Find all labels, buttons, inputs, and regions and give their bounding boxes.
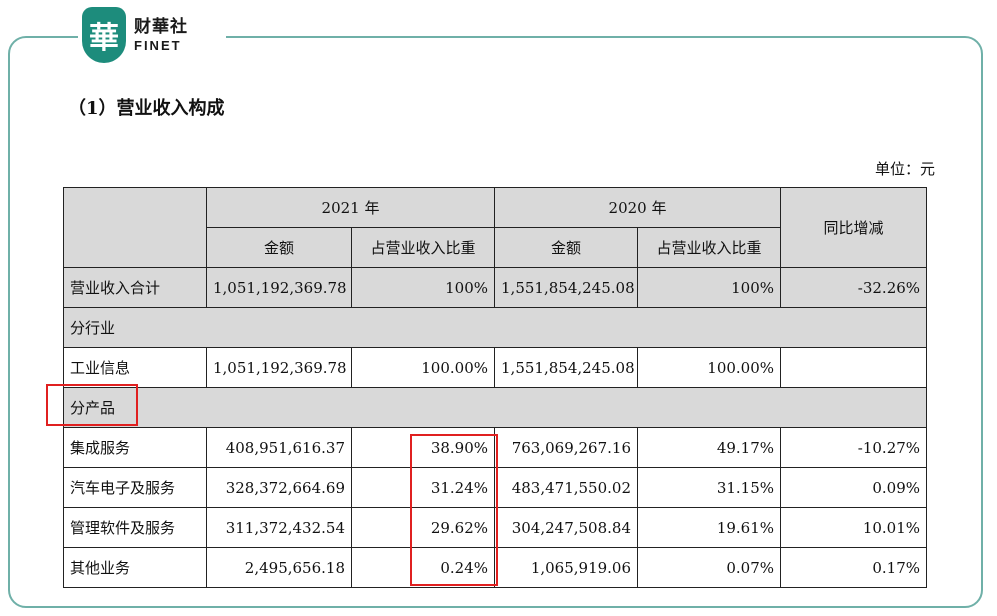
header-amount-2021: 金额 [206, 227, 352, 268]
yoy-change: 0.09% [780, 467, 928, 508]
yoy-change: 10.01% [780, 507, 928, 548]
row-label: 管理软件及服务 [63, 507, 207, 548]
yoy-change: 0.17% [780, 547, 928, 588]
amount-2021: 1,051,192,369.78 [206, 347, 352, 388]
industry-section-label: 分行业 [62, 307, 928, 348]
amount-2020: 1,065,919.06 [494, 547, 639, 588]
share-2021: 100.00% [350, 347, 496, 388]
row-label: 其他业务 [63, 547, 207, 588]
highlight-box-product-label [46, 384, 138, 426]
header-share-2020: 占营业收入比重 [637, 227, 782, 268]
table-row-total: 营业收入合计 1,051,192,369.78 100% 1,551,854,2… [63, 267, 928, 308]
brand-logo: 華 财華社 FINET [78, 4, 226, 66]
header-row-years: 2021 年 2020 年 同比增减 [63, 187, 928, 268]
logo-badge-icon: 華 [82, 7, 126, 63]
revenue-table: 2021 年 2020 年 同比增减 金额 占营业收入比重 金额 占营业收入比重… [62, 187, 928, 588]
row-label: 集成服务 [63, 427, 207, 468]
unit-label: 单位：元 [874, 160, 935, 178]
header-row-cols: 金额 占营业收入比重 金额 占营业收入比重 [64, 227, 927, 268]
share-2021: 100% [350, 267, 496, 308]
header-2020: 2020 年 [494, 187, 782, 228]
amount-2020: 483,471,550.02 [494, 467, 639, 508]
yoy-change: -10.27% [780, 427, 928, 468]
table-row-product-header: 分产品 [62, 387, 928, 428]
table-row: 其他业务 2,495,656.18 0.24% 1,065,919.06 0.0… [63, 547, 928, 588]
row-label: 工业信息 [63, 347, 207, 388]
share-2021: 29.62% [350, 507, 496, 548]
share-2021: 0.24% [350, 547, 496, 588]
header-share-2021: 占营业收入比重 [350, 227, 496, 268]
table-row: 管理软件及服务 311,372,432.54 29.62% 304,247,50… [63, 507, 928, 548]
share-2020: 0.07% [637, 547, 782, 588]
header-yoy: 同比增减 [780, 187, 928, 268]
row-label: 营业收入合计 [63, 267, 207, 308]
amount-2020: 763,069,267.16 [494, 427, 639, 468]
amount-2021: 408,951,616.37 [206, 427, 352, 468]
header-blank [63, 187, 207, 268]
amount-2021: 1,051,192,369.78 [206, 267, 352, 308]
table-row: 工业信息 1,051,192,369.78 100.00% 1,551,854,… [63, 347, 928, 388]
amount-2020: 1,551,854,245.08 [494, 347, 639, 388]
header-amount-2020: 金额 [494, 227, 639, 268]
table-row-industry-header: 分行业 [62, 307, 928, 348]
share-2021: 38.90% [350, 427, 496, 468]
row-label: 汽车电子及服务 [63, 467, 207, 508]
highlight-box-product-shares [410, 434, 498, 586]
yoy-change: -32.26% [780, 267, 928, 308]
share-2020: 100.00% [637, 347, 782, 388]
brand-name-cn: 财華社 [134, 16, 188, 37]
section-title: （1）营业收入构成 [68, 98, 225, 119]
product-section-label: 分产品 [62, 387, 928, 428]
amount-2020: 304,247,508.84 [494, 507, 639, 548]
brand-name-en: FINET [134, 37, 182, 53]
share-2020: 19.61% [637, 507, 782, 548]
share-2021: 31.24% [350, 467, 496, 508]
amount-2021: 2,495,656.18 [206, 547, 352, 588]
share-2020: 100% [637, 267, 782, 308]
header-2021: 2021 年 [205, 187, 496, 228]
amount-2021: 328,372,664.69 [206, 467, 352, 508]
logo-text: 财華社 FINET [134, 16, 188, 53]
amount-2020: 1,551,854,245.08 [494, 267, 639, 308]
amount-2021: 311,372,432.54 [206, 507, 352, 548]
yoy-change [780, 347, 928, 388]
share-2020: 49.17% [637, 427, 782, 468]
share-2020: 31.15% [637, 467, 782, 508]
table-row: 集成服务 408,951,616.37 38.90% 763,069,267.1… [63, 427, 928, 468]
